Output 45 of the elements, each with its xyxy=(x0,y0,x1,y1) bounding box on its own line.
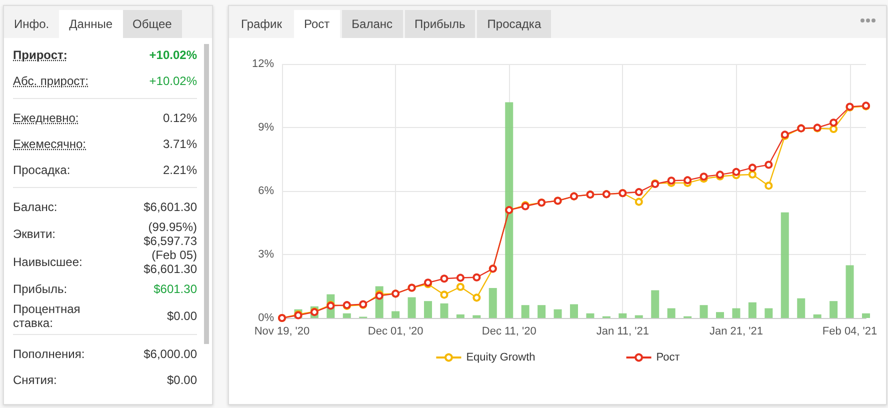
y-tick-label: 3% xyxy=(258,248,274,260)
text: Ежедневно: xyxy=(13,111,80,125)
legend-label: Рост xyxy=(656,352,680,364)
legend-label: Equity Growth xyxy=(466,352,536,364)
text: $0.00 xyxy=(166,373,197,387)
text: Баланс xyxy=(342,10,403,38)
text: Прибыль: xyxy=(13,282,68,296)
text: Общее xyxy=(122,10,182,38)
text: Инфо. xyxy=(13,16,50,33)
text: Просадка: xyxy=(13,163,72,177)
text: Прибыль xyxy=(404,10,476,38)
text: Рост xyxy=(294,10,340,38)
text: $601.30 xyxy=(154,282,197,296)
text: Ежемесячно: xyxy=(13,137,88,151)
x-tick-label: Feb 04, '21 xyxy=(822,326,878,338)
text: Снятия: xyxy=(13,373,58,387)
text: Пополнения: xyxy=(13,347,86,361)
y-tick-label: 0% xyxy=(258,312,274,324)
x-tick-label: Jan 11, '21 xyxy=(596,326,650,338)
text: Просадка xyxy=(477,10,552,38)
text: Баланс: xyxy=(13,200,58,214)
text: Прирост: xyxy=(13,48,68,62)
text: $6,601.30 xyxy=(144,200,197,214)
text: 0.12% xyxy=(162,111,197,125)
x-tick-label: Dec 11, '20 xyxy=(482,326,536,338)
text: $6,000.00 xyxy=(144,347,197,361)
text: Данные xyxy=(59,10,122,38)
y-tick-label: 9% xyxy=(258,122,274,134)
x-tick-label: Nov 19, '20 xyxy=(254,326,310,338)
text: $0.00 xyxy=(166,309,197,323)
text: 2.21% xyxy=(162,163,197,177)
text: 3.71% xyxy=(162,137,197,151)
text: Процентная ставка: xyxy=(13,302,82,330)
text: Эквити: xyxy=(13,227,56,241)
text: (99.95%) $6,597.73 xyxy=(144,220,197,248)
text: +10.02% xyxy=(149,74,197,88)
y-tick-label: 6% xyxy=(258,185,274,197)
text: (Feb 05) $6,601.30 xyxy=(144,248,197,276)
y-tick-label: 12% xyxy=(252,58,274,70)
x-tick-label: Jan 21, '21 xyxy=(709,326,763,338)
text: Наивысшее: xyxy=(13,255,84,269)
text: Абс. прирост: xyxy=(13,74,90,88)
text: График xyxy=(240,16,283,33)
x-tick-label: Dec 01, '20 xyxy=(368,326,424,338)
text: +10.02% xyxy=(149,48,197,62)
